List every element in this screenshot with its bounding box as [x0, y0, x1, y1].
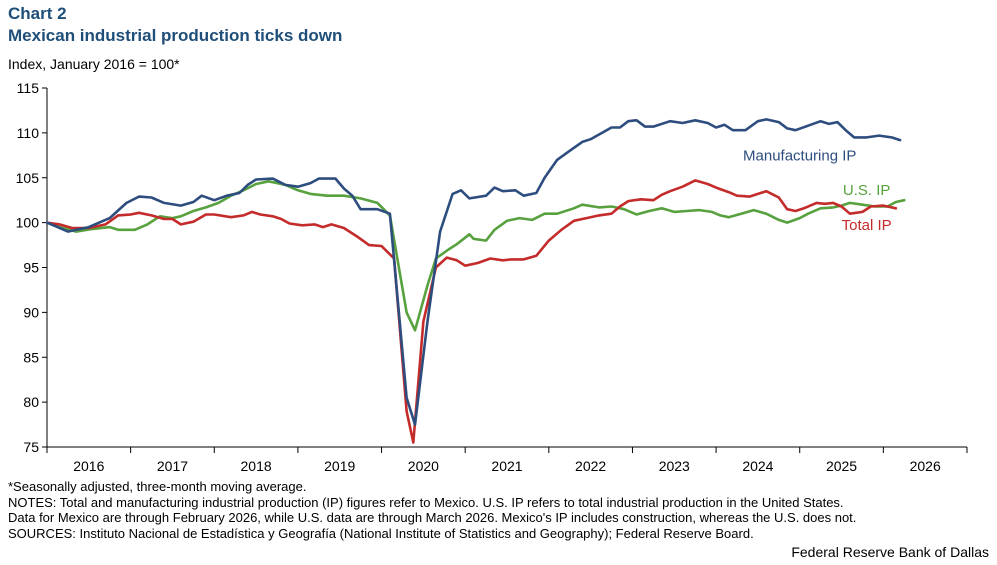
- x-tick-label: 2023: [659, 458, 690, 474]
- series-label-u-s-ip: U.S. IP: [843, 182, 891, 199]
- x-tick-label: 2021: [491, 458, 522, 474]
- y-tick-label: 105: [16, 170, 40, 186]
- x-tick-label: 2024: [742, 458, 773, 474]
- chart-axes: 75 80 85 90 95 100 105 110 115 2016 2017 2018 2019 20…: [16, 80, 968, 474]
- y-tick-label: 75: [23, 439, 39, 455]
- notes-line-2: Data for Mexico are through February 202…: [8, 510, 857, 525]
- series-line-manufacturing-ip: [45, 118, 902, 426]
- y-tick-label: 100: [16, 215, 40, 231]
- source-credit: Federal Reserve Bank of Dallas: [791, 544, 989, 560]
- line-chart: 75 80 85 90 95 100 105 110 115 2016 2017 2018 2019 20…: [16, 80, 968, 474]
- notes-line-1: NOTES: Total and manufacturing industria…: [8, 494, 844, 510]
- y-tick-label: 115: [17, 80, 40, 96]
- chart-notes: *Seasonally adjusted, three-month moving…: [8, 479, 993, 541]
- x-tick-label: 2025: [826, 458, 857, 474]
- y-tick-label: 85: [23, 349, 39, 365]
- x-tick-label: 2022: [575, 458, 606, 474]
- series-line-u-s-ip: [45, 180, 906, 332]
- series-line-total-ip: [45, 179, 898, 444]
- x-tick-label: 2018: [241, 458, 272, 474]
- series-label-manufacturing-ip: Manufacturing IP: [743, 148, 856, 165]
- x-tick-label: 2026: [910, 458, 941, 474]
- series-label-total-ip: Total IP: [842, 217, 892, 234]
- x-tick-label: 2019: [324, 458, 355, 474]
- x-tick-label: 2017: [157, 458, 188, 474]
- chart-series-labels: Manufacturing IP U.S. IP Total IP: [743, 148, 892, 234]
- chart-label: Chart 2: [8, 4, 67, 23]
- x-tick-label: 2020: [408, 458, 439, 474]
- y-axis-unit-label: Index, January 2016 = 100*: [8, 56, 180, 72]
- sources-line: SOURCES: Instituto Nacional de Estadísti…: [8, 525, 754, 541]
- chart-title: Mexican industrial production ticks down: [8, 26, 343, 45]
- y-tick-label: 110: [17, 125, 40, 141]
- y-tick-label: 90: [23, 304, 39, 320]
- y-tick-label: 95: [23, 260, 39, 276]
- x-tick-label: 2016: [73, 458, 104, 474]
- chart-series: [45, 118, 906, 444]
- y-tick-label: 80: [23, 394, 39, 410]
- asterisk-note: *Seasonally adjusted, three-month moving…: [8, 479, 307, 494]
